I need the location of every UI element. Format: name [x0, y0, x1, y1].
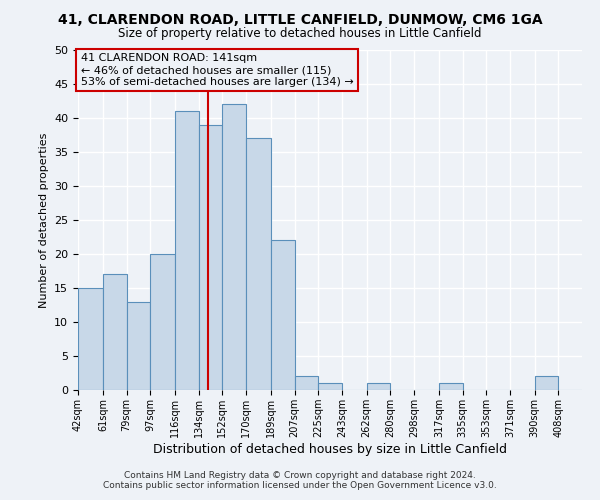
Bar [127, 302, 150, 390]
Text: 41, CLARENDON ROAD, LITTLE CANFIELD, DUNMOW, CM6 1GA: 41, CLARENDON ROAD, LITTLE CANFIELD, DUN… [58, 12, 542, 26]
Bar [103, 274, 127, 390]
Text: Size of property relative to detached houses in Little Canfield: Size of property relative to detached ho… [118, 28, 482, 40]
Bar [535, 376, 559, 390]
Bar [271, 240, 295, 390]
Bar [199, 125, 223, 390]
Bar [295, 376, 318, 390]
Bar [223, 104, 246, 390]
X-axis label: Distribution of detached houses by size in Little Canfield: Distribution of detached houses by size … [153, 442, 507, 456]
Bar [150, 254, 175, 390]
Y-axis label: Number of detached properties: Number of detached properties [38, 132, 49, 308]
Bar [78, 288, 103, 390]
Bar [246, 138, 271, 390]
Bar [367, 383, 391, 390]
Bar [318, 383, 342, 390]
Bar [175, 111, 199, 390]
Text: 41 CLARENDON ROAD: 141sqm
← 46% of detached houses are smaller (115)
53% of semi: 41 CLARENDON ROAD: 141sqm ← 46% of detac… [80, 54, 353, 86]
Bar [439, 383, 463, 390]
Text: Contains HM Land Registry data © Crown copyright and database right 2024.
Contai: Contains HM Land Registry data © Crown c… [103, 470, 497, 490]
